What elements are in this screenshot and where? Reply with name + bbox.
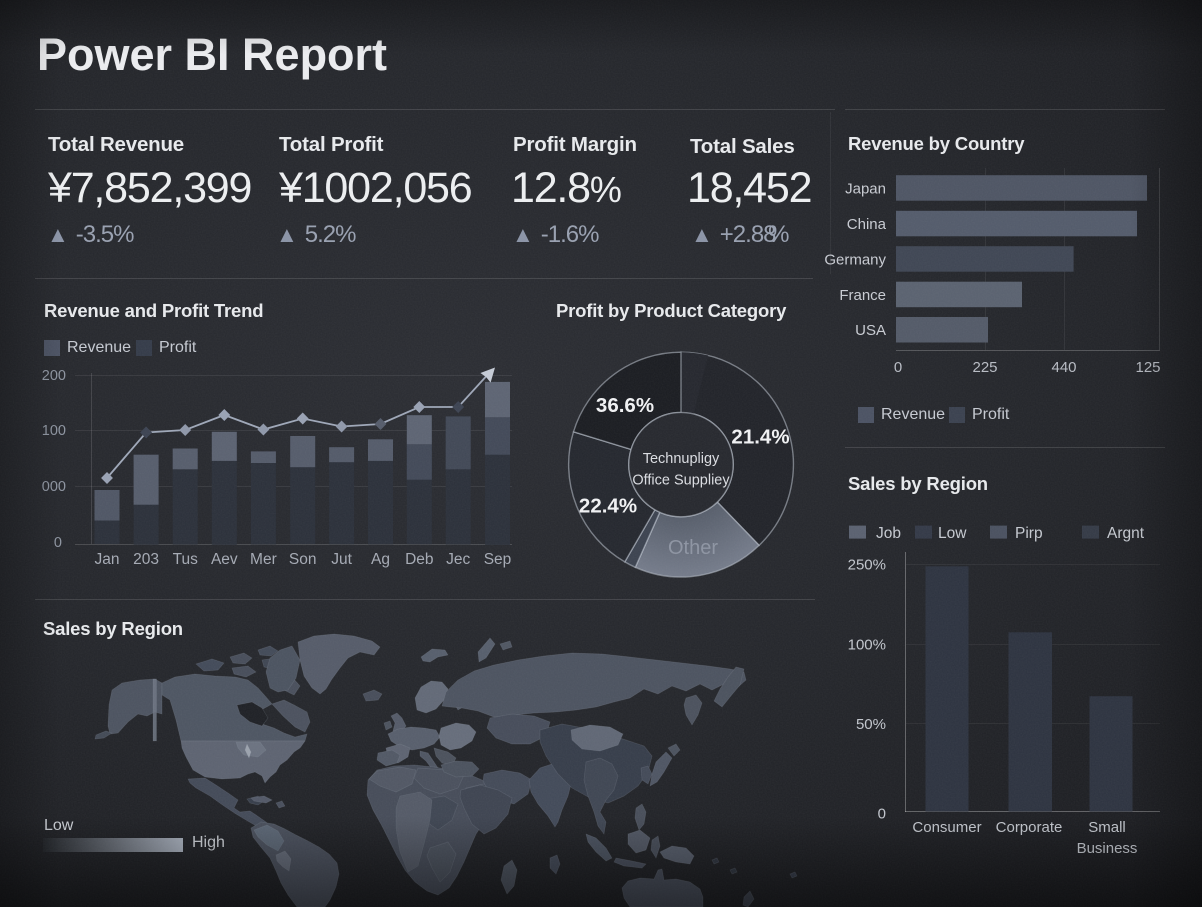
svg-text:Business: Business: [1077, 840, 1138, 857]
svg-text:000: 000: [42, 479, 66, 495]
svg-text:0: 0: [894, 359, 902, 376]
svg-text:200: 200: [42, 368, 66, 384]
svg-text:Other: Other: [668, 537, 718, 559]
svg-text:125: 125: [1135, 359, 1160, 376]
svg-text:Jut: Jut: [331, 551, 352, 568]
svg-text:203: 203: [133, 551, 159, 568]
svg-text:Pirp: Pirp: [1015, 525, 1043, 542]
svg-text:Jan: Jan: [95, 551, 120, 568]
svg-text:Small: Small: [1088, 819, 1126, 836]
svg-text:Japan: Japan: [845, 181, 886, 198]
svg-text:36.6%: 36.6%: [596, 394, 654, 417]
svg-text:Ag: Ag: [371, 551, 390, 568]
svg-text:Job: Job: [876, 525, 901, 542]
svg-text:Office Suppliey: Office Suppliey: [632, 473, 730, 489]
svg-text:USA: USA: [855, 322, 886, 339]
svg-text:Argnt: Argnt: [1107, 525, 1145, 542]
svg-text:Low: Low: [938, 525, 967, 542]
svg-text:Technupligy: Technupligy: [643, 451, 720, 467]
svg-text:Aev: Aev: [211, 551, 238, 568]
svg-text:Consumer: Consumer: [912, 819, 981, 836]
svg-text:Tus: Tus: [173, 551, 199, 568]
svg-text:440: 440: [1051, 359, 1076, 376]
svg-text:100%: 100%: [848, 637, 886, 654]
svg-text:225: 225: [972, 359, 997, 376]
svg-text:Germany: Germany: [824, 252, 886, 269]
svg-text:250%: 250%: [848, 557, 886, 574]
svg-text:22.4%: 22.4%: [579, 495, 637, 518]
svg-text:France: France: [839, 287, 886, 304]
svg-text:China: China: [847, 216, 887, 233]
svg-text:Jec: Jec: [446, 551, 470, 568]
svg-text:Deb: Deb: [405, 551, 433, 568]
svg-text:50%: 50%: [856, 716, 886, 733]
svg-text:Mer: Mer: [250, 551, 277, 568]
svg-text:Son: Son: [289, 551, 317, 568]
svg-text:100: 100: [42, 423, 66, 439]
svg-text:Corporate: Corporate: [996, 819, 1063, 836]
svg-text:0: 0: [878, 806, 886, 823]
svg-text:Sep: Sep: [484, 551, 512, 568]
svg-text:21.4%: 21.4%: [731, 426, 789, 449]
svg-text:0: 0: [54, 535, 62, 551]
